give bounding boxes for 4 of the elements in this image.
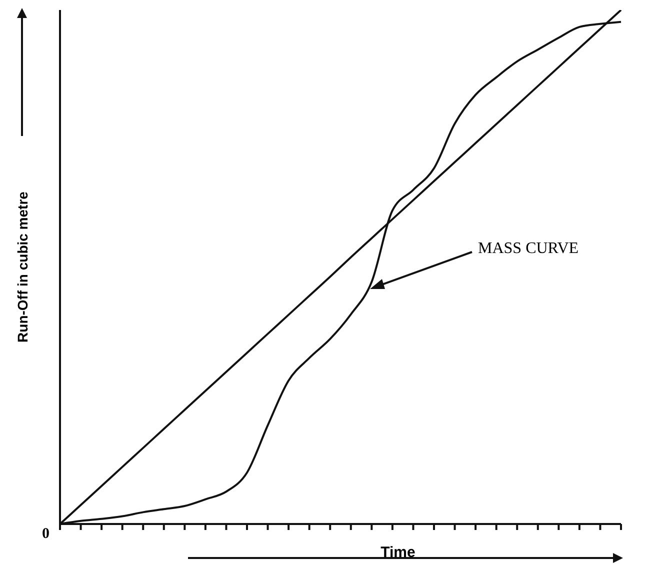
y-axis-title: Run-Off in cubic metre [14,192,30,342]
x-axis-title: Time [380,544,416,561]
text: 0 [42,526,50,543]
annotation: MASS CURVE [478,240,579,258]
